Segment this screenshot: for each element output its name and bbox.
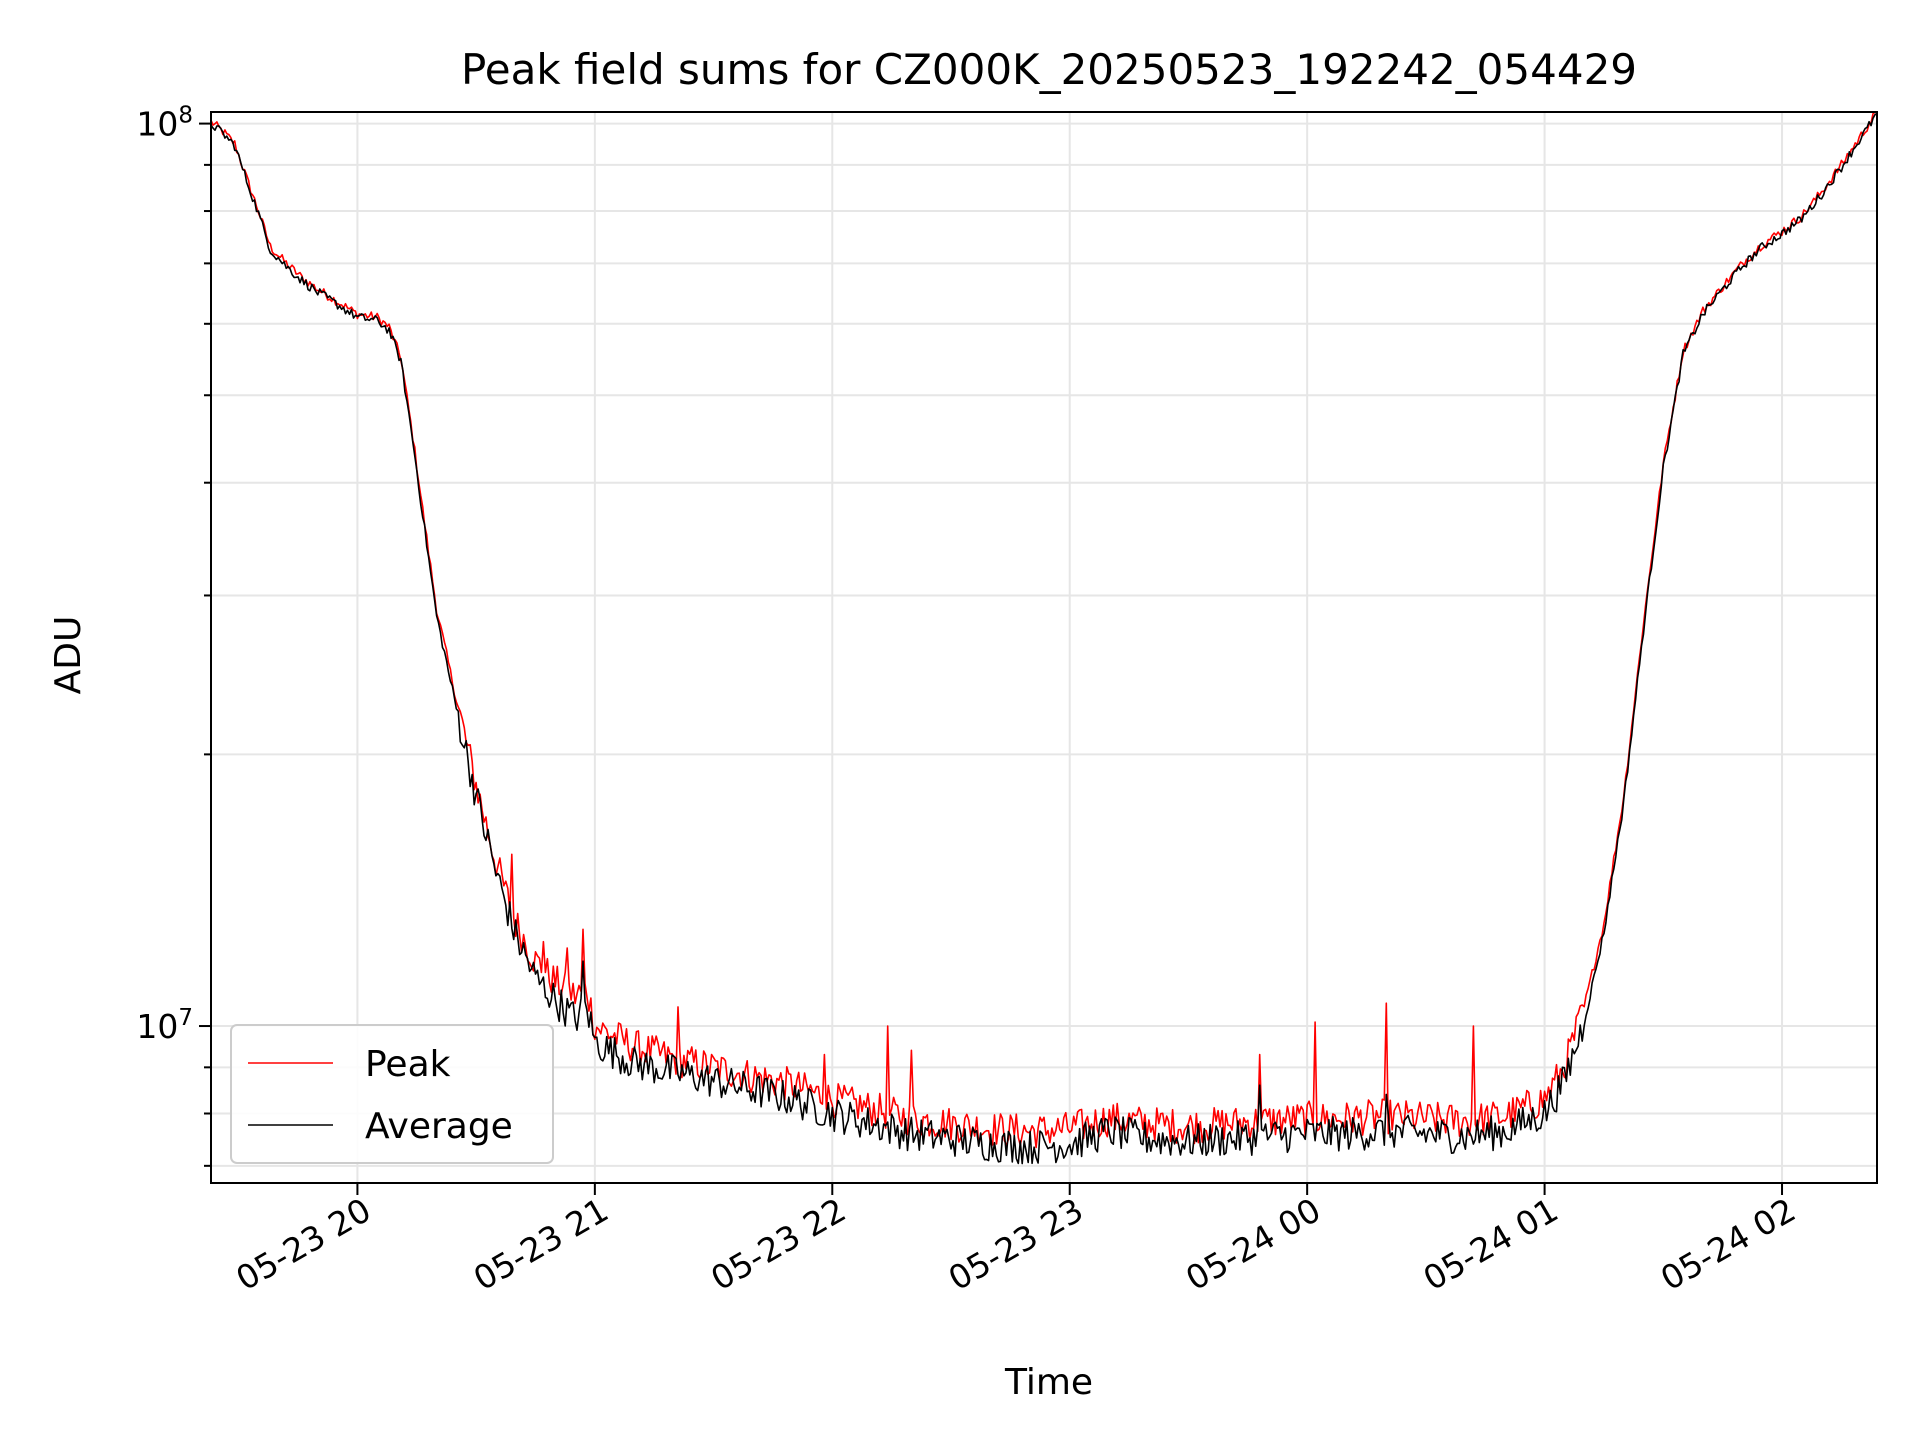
chart-title: Peak field sums for CZ000K_20250523_1922… (461, 45, 1637, 94)
x-axis-label: Time (1004, 1362, 1093, 1403)
legend: Peak Average (230, 1024, 554, 1164)
plot-frame (210, 111, 1878, 1184)
y-axis-label: ADU (48, 616, 89, 695)
legend-box (230, 1024, 554, 1164)
series-layer (210, 111, 1878, 1165)
series-line-average (210, 112, 1878, 1165)
legend-entry-average: Average (365, 1106, 513, 1147)
legend-entry-peak: Peak (365, 1044, 451, 1085)
